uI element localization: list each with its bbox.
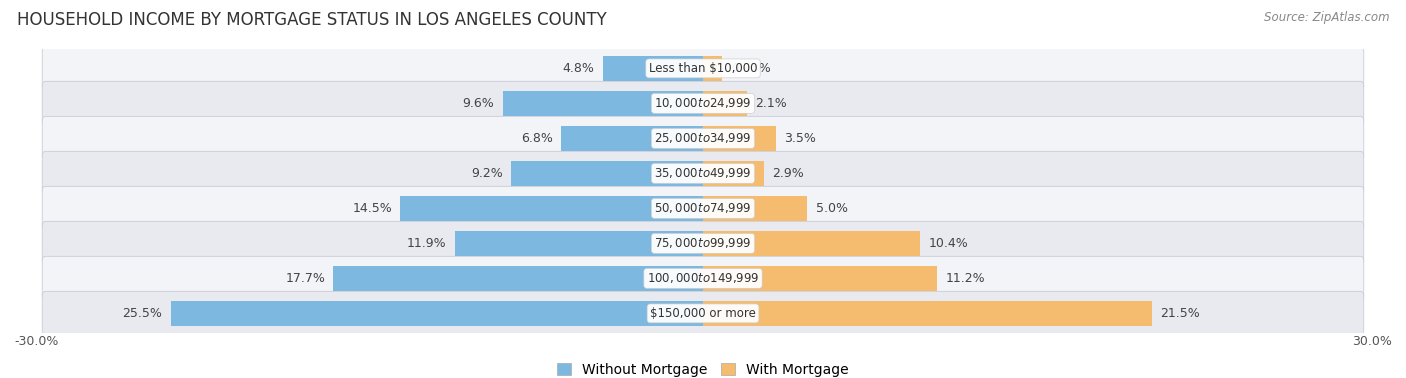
Text: 9.6%: 9.6% [463,97,495,110]
FancyBboxPatch shape [42,151,1364,195]
FancyBboxPatch shape [42,81,1364,125]
Text: 14.5%: 14.5% [352,202,392,215]
Text: 4.8%: 4.8% [562,62,595,75]
Text: 17.7%: 17.7% [285,272,325,285]
FancyBboxPatch shape [42,256,1364,301]
Bar [703,161,763,186]
Text: HOUSEHOLD INCOME BY MORTGAGE STATUS IN LOS ANGELES COUNTY: HOUSEHOLD INCOME BY MORTGAGE STATUS IN L… [17,11,606,29]
Bar [703,56,723,81]
Bar [333,266,703,291]
Text: Source: ZipAtlas.com: Source: ZipAtlas.com [1264,11,1389,24]
Bar [603,56,703,81]
Text: 3.5%: 3.5% [785,132,817,145]
Bar [502,91,703,116]
FancyBboxPatch shape [42,222,1364,265]
Bar [703,91,747,116]
FancyBboxPatch shape [42,116,1364,160]
Text: $100,000 to $149,999: $100,000 to $149,999 [647,271,759,285]
Text: 2.9%: 2.9% [772,167,804,180]
Text: $75,000 to $99,999: $75,000 to $99,999 [654,236,752,250]
Bar [454,231,703,256]
Text: 11.9%: 11.9% [406,237,446,250]
Bar [703,196,807,221]
Bar [510,161,703,186]
Bar [401,196,703,221]
Legend: Without Mortgage, With Mortgage: Without Mortgage, With Mortgage [557,363,849,377]
Bar [703,231,920,256]
Text: Less than $10,000: Less than $10,000 [648,62,758,75]
Text: 30.0%: 30.0% [1353,335,1392,348]
Text: 9.2%: 9.2% [471,167,502,180]
Text: 0.93%: 0.93% [731,62,770,75]
Text: 5.0%: 5.0% [815,202,848,215]
Text: 21.5%: 21.5% [1160,307,1199,320]
Text: 25.5%: 25.5% [122,307,162,320]
Text: $25,000 to $34,999: $25,000 to $34,999 [654,132,752,146]
FancyBboxPatch shape [42,46,1364,90]
Text: $150,000 or more: $150,000 or more [650,307,756,320]
FancyBboxPatch shape [42,186,1364,231]
Bar [170,301,703,326]
Text: $50,000 to $74,999: $50,000 to $74,999 [654,201,752,215]
Bar [703,266,936,291]
Bar [703,126,776,151]
Bar [703,301,1152,326]
Bar [561,126,703,151]
FancyBboxPatch shape [42,291,1364,335]
Text: 6.8%: 6.8% [520,132,553,145]
Text: 2.1%: 2.1% [755,97,787,110]
Text: 11.2%: 11.2% [945,272,984,285]
Text: -30.0%: -30.0% [14,335,59,348]
Text: 10.4%: 10.4% [928,237,969,250]
Text: $35,000 to $49,999: $35,000 to $49,999 [654,166,752,180]
Text: $10,000 to $24,999: $10,000 to $24,999 [654,96,752,110]
